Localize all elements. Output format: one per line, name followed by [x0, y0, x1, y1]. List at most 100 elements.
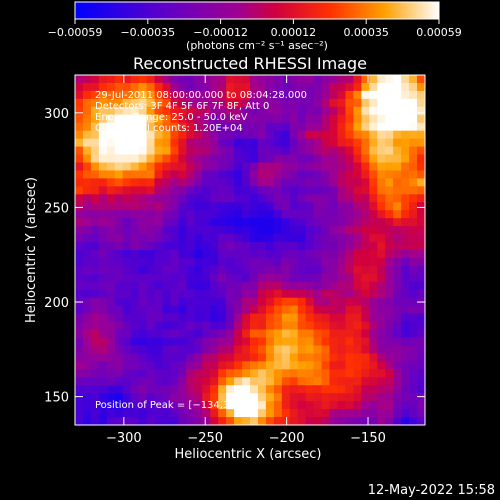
heatmap-cell	[265, 154, 275, 163]
heatmap-cell	[250, 377, 259, 386]
heatmap-cell	[162, 242, 171, 251]
heatmap-cell	[297, 377, 307, 386]
heatmap-cell	[162, 409, 171, 418]
heatmap-cell	[218, 234, 227, 243]
heatmap-cell	[345, 75, 354, 84]
heatmap-cell	[170, 138, 179, 147]
heatmap-cell	[353, 417, 362, 425]
heatmap-cell	[170, 361, 179, 370]
heatmap-cell	[289, 186, 299, 195]
heatmap-cell	[218, 194, 227, 203]
heatmap-cell	[265, 329, 275, 338]
heatmap-cell	[409, 178, 418, 187]
heatmap-cell	[210, 273, 219, 283]
heatmap-cell	[385, 409, 394, 418]
heatmap-cell	[313, 305, 322, 315]
heatmap-cell	[281, 130, 291, 140]
heatmap-cell	[186, 329, 195, 338]
heatmap-cell	[305, 218, 315, 227]
heatmap-cell	[154, 234, 163, 243]
heatmap-cell	[329, 377, 338, 386]
heatmap-cell	[130, 130, 140, 140]
heatmap-cell	[353, 265, 362, 275]
heatmap-cell	[417, 417, 425, 425]
heatmap-cell	[242, 130, 251, 140]
heatmap-cell	[122, 265, 132, 275]
heatmap-cell	[138, 138, 147, 147]
heatmap-cell	[226, 210, 235, 219]
heatmap-cell	[297, 194, 307, 203]
heatmap-cell	[154, 409, 163, 418]
heatmap-cell	[401, 226, 410, 235]
heatmap-cell	[234, 122, 243, 132]
heatmap-cell	[242, 353, 251, 362]
heatmap-cell	[114, 289, 124, 299]
heatmap-cell	[353, 194, 362, 203]
heatmap-cell	[194, 90, 203, 100]
heatmap-cell	[353, 273, 362, 283]
heatmap-cell	[186, 186, 195, 195]
heatmap-cell	[82, 273, 92, 283]
heatmap-cell	[202, 122, 211, 132]
heatmap-cell	[273, 345, 283, 354]
heatmap-cell	[273, 265, 283, 275]
heatmap-cell	[409, 114, 418, 124]
heatmap-cell	[289, 170, 299, 179]
heatmap-cell	[202, 202, 211, 211]
heatmap-cell	[305, 321, 315, 330]
heatmap-cell	[90, 385, 100, 394]
heatmap-cell	[337, 154, 346, 163]
heatmap-cell	[202, 178, 211, 187]
heatmap-cell	[265, 297, 275, 307]
heatmap-cell	[305, 385, 315, 394]
heatmap-cell	[337, 162, 346, 171]
heatmap-cell	[257, 377, 267, 386]
heatmap-cell	[138, 234, 147, 243]
heatmap-cell	[106, 75, 116, 84]
heatmap-cell	[218, 170, 227, 179]
heatmap-cell	[170, 210, 179, 219]
heatmap-cell	[146, 321, 155, 330]
heatmap-cell	[154, 393, 163, 402]
heatmap-cell	[329, 138, 338, 147]
heatmap-cell	[289, 401, 299, 410]
heatmap-cell	[250, 385, 259, 394]
heatmap-cell	[257, 202, 267, 211]
heatmap-cell	[186, 377, 195, 386]
heatmap-cell	[234, 146, 243, 155]
heatmap-cell	[242, 337, 251, 346]
heatmap-cell	[75, 257, 84, 267]
heatmap-cell	[186, 210, 195, 219]
heatmap-cell	[146, 178, 155, 187]
heatmap-cell	[297, 226, 307, 235]
heatmap-cell	[194, 305, 203, 315]
heatmap-cell	[75, 138, 84, 147]
heatmap-cell	[234, 138, 243, 147]
heatmap-cell	[138, 75, 147, 84]
heatmap-cell	[82, 385, 92, 394]
heatmap-cell	[202, 369, 211, 378]
heatmap-cell	[409, 226, 418, 235]
heatmap-cell	[265, 162, 275, 171]
heatmap-cell	[122, 242, 132, 251]
heatmap-cell	[313, 417, 322, 425]
heatmap-cell	[242, 329, 251, 338]
heatmap-cell	[170, 273, 179, 283]
heatmap-cell	[313, 377, 322, 386]
heatmap-cell	[353, 122, 362, 132]
heatmap-cell	[369, 273, 378, 283]
heatmap-cell	[218, 257, 227, 267]
heatmap-cell	[305, 186, 315, 195]
heatmap-cell	[369, 417, 378, 425]
heatmap-cell	[329, 202, 338, 211]
heatmap-cell	[273, 202, 283, 211]
heatmap-cell	[154, 186, 163, 195]
heatmap-cell	[273, 162, 283, 171]
heatmap-cell	[353, 210, 362, 219]
heatmap-cell	[210, 265, 219, 275]
heatmap-cell	[250, 226, 259, 235]
heatmap-cell	[210, 385, 219, 394]
heatmap-cell	[289, 242, 299, 251]
heatmap-cell	[257, 353, 267, 362]
heatmap-cell	[361, 186, 370, 195]
